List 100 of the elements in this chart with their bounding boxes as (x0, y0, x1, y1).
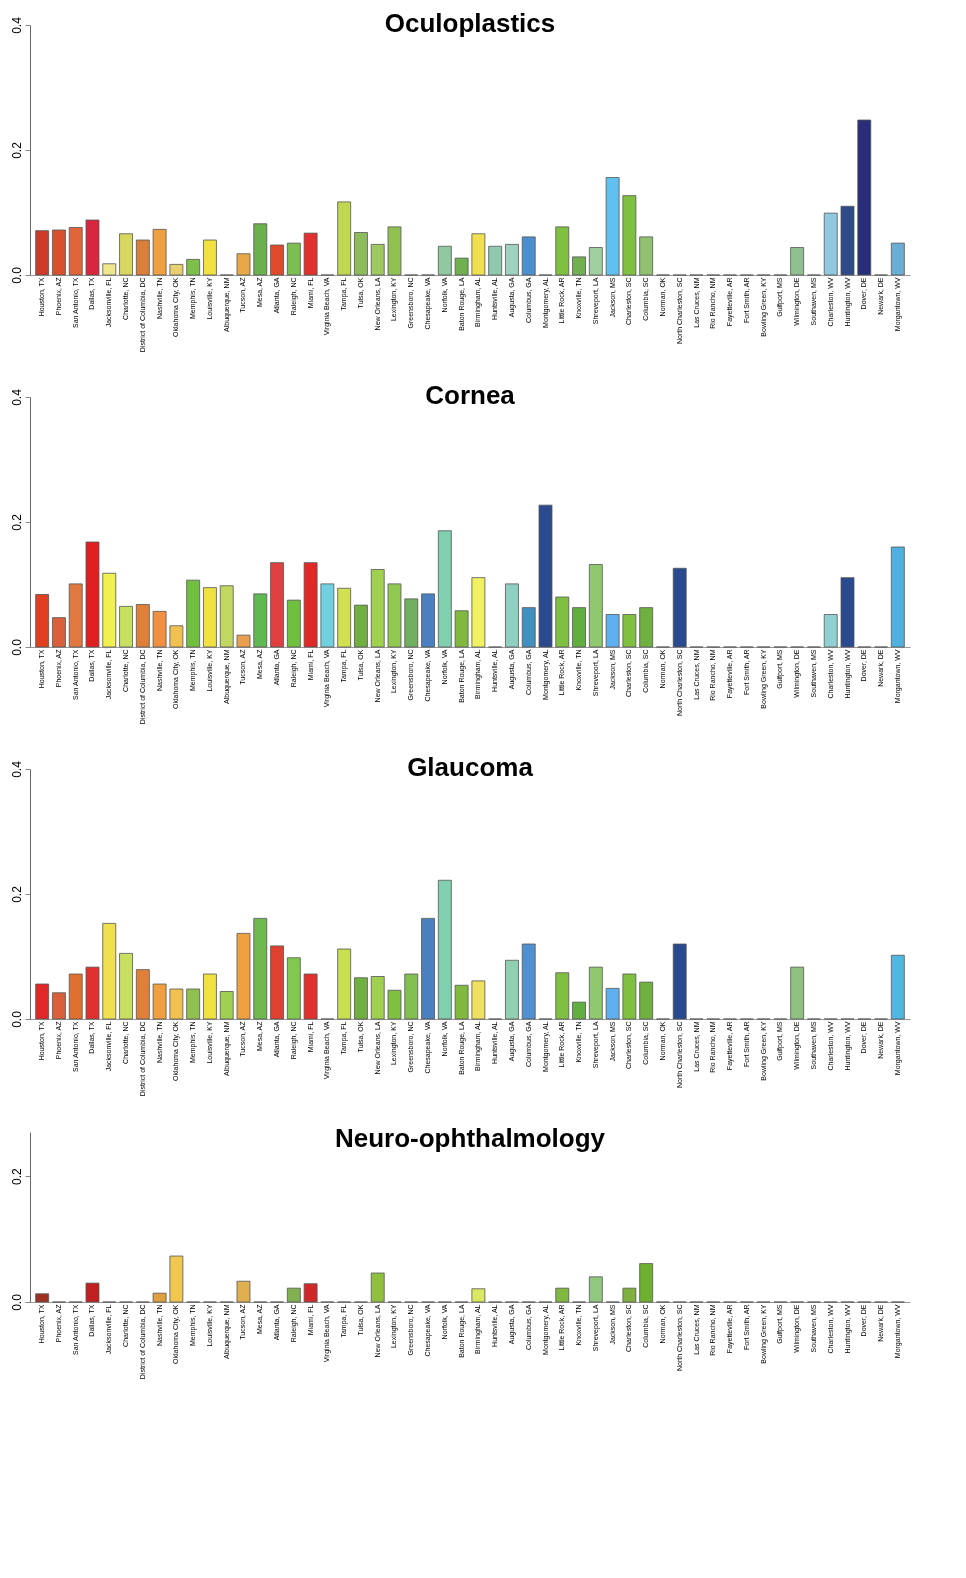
bar (404, 598, 419, 648)
bar (35, 983, 50, 1020)
bar (622, 973, 637, 1020)
bar (605, 177, 620, 276)
bar (639, 1263, 654, 1303)
bar (823, 212, 838, 276)
bar (572, 256, 586, 276)
bar (219, 991, 234, 1020)
bar (337, 201, 352, 276)
bar (85, 219, 100, 276)
chart-title: Oculoplastics (384, 7, 556, 38)
bar (823, 614, 838, 648)
bar (370, 976, 385, 1020)
bar (840, 577, 855, 648)
bar (471, 233, 486, 276)
bar (236, 634, 251, 648)
bar (605, 614, 620, 648)
bar (505, 583, 519, 648)
bar (270, 562, 284, 648)
bar (555, 972, 570, 1020)
bar (186, 258, 201, 276)
bar (421, 917, 435, 1020)
bar (790, 966, 805, 1020)
bar (488, 245, 503, 276)
bar (672, 943, 687, 1020)
bar (320, 583, 335, 648)
bar (471, 1288, 486, 1303)
bar (588, 966, 603, 1020)
bar (152, 228, 167, 276)
bar (286, 957, 301, 1020)
bar (253, 917, 268, 1020)
bar (186, 988, 201, 1020)
bar (169, 988, 184, 1020)
bar (119, 952, 133, 1020)
bar (370, 569, 385, 648)
y-tick-label: 0.0 (9, 266, 24, 284)
bar (387, 583, 402, 648)
bar (102, 263, 117, 276)
bar (152, 610, 167, 648)
bar (102, 572, 117, 648)
bar (840, 205, 855, 276)
bar (538, 504, 553, 648)
bar (521, 607, 536, 648)
y-tick-label: 0.0 (9, 1010, 24, 1028)
bar (672, 567, 687, 648)
bar (437, 879, 452, 1020)
bar (437, 530, 452, 648)
bar (303, 1283, 318, 1303)
bar (857, 119, 872, 276)
bar (521, 943, 536, 1020)
bar (588, 564, 603, 648)
bar (303, 562, 318, 648)
bar (387, 226, 402, 276)
bar (572, 1001, 586, 1020)
bar (203, 239, 217, 276)
bar (639, 981, 654, 1020)
y-tick-label: 0.0 (9, 1293, 24, 1311)
bar (337, 587, 352, 648)
bar (421, 593, 435, 648)
bar (85, 541, 100, 648)
bar (286, 242, 301, 276)
y-tick-label: 0.0 (9, 638, 24, 656)
bar (622, 195, 637, 276)
y-tick-label: 0.4 (9, 388, 24, 406)
bar (152, 983, 167, 1020)
bar (605, 987, 620, 1020)
bar (119, 233, 133, 276)
bar (303, 232, 318, 276)
bar (236, 932, 251, 1020)
bar (203, 587, 217, 648)
y-tick-label: 0.2 (9, 1167, 24, 1185)
bar (572, 607, 586, 648)
chart-title: Neuro-ophthalmology (334, 1123, 606, 1153)
bar (270, 244, 284, 276)
bar (337, 948, 352, 1020)
bar (253, 593, 268, 648)
bar (85, 966, 100, 1020)
bar (354, 977, 368, 1020)
bar (303, 973, 318, 1020)
bar (52, 992, 66, 1020)
bar (471, 980, 486, 1020)
chart-title: Glaucoma (407, 751, 534, 782)
bar (152, 1292, 167, 1303)
bar (35, 594, 50, 648)
bar (454, 257, 469, 276)
bar (505, 959, 519, 1020)
bar (890, 242, 905, 276)
y-tick-label: 0.2 (9, 885, 24, 903)
bar (437, 245, 452, 276)
bar (354, 604, 368, 648)
y-tick-label: 0.2 (9, 141, 24, 159)
bar (790, 247, 805, 276)
bar (454, 984, 469, 1020)
bar (85, 1282, 100, 1303)
bar (370, 1272, 385, 1303)
bar (52, 617, 66, 648)
bar (135, 969, 150, 1020)
bar (639, 236, 654, 276)
bar (555, 1287, 570, 1303)
bar (169, 625, 184, 648)
